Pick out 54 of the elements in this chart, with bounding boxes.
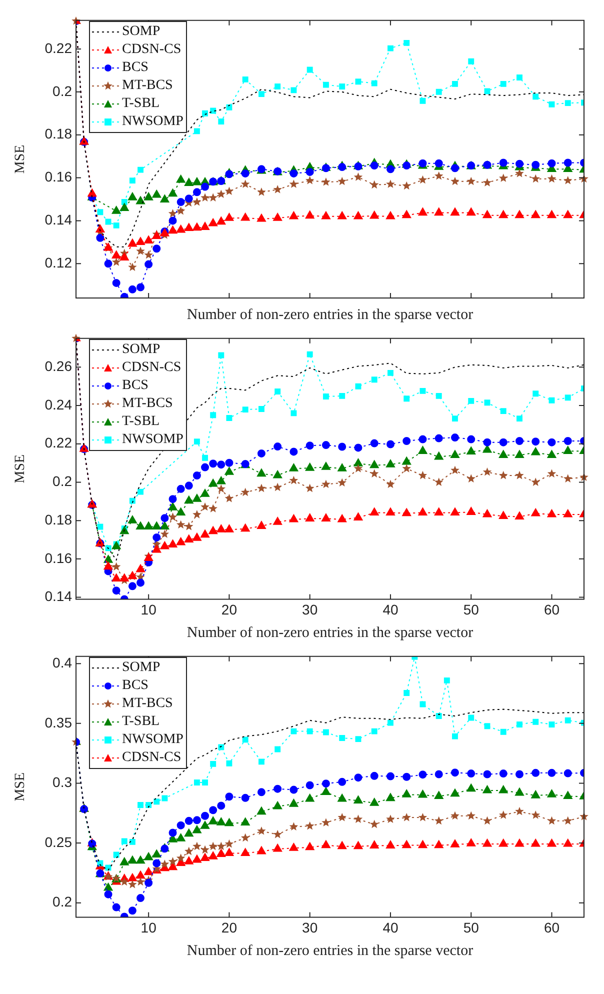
legend-label: MT-BCS [122,77,173,96]
legend-label: CDSN-CS [122,359,182,378]
legend-label: NWSOMP [122,113,184,132]
y-tick-label: 0.22 [44,40,72,56]
y-tick-label: 0.14 [44,588,72,604]
legend-label: MT-BCS [122,695,173,714]
y-tick-label: 0.35 [44,714,72,730]
y-tick-label: 0.14 [44,212,72,228]
x-axis-title: Number of non-zero entries in the sparse vector [186,942,474,959]
y-tick-label: 0.26 [44,358,72,374]
x-tick-label: 30 [302,601,318,618]
x-tick-label: 50 [463,601,480,618]
y-tick-label: 0.12 [44,254,72,271]
y-tick-label: 0.16 [44,550,72,566]
y-axis-title: MSE [13,144,28,174]
legend-label: BCS [122,59,148,78]
y-tick-label: 0.2 [52,473,72,490]
legend-label: T-SBL [122,713,160,732]
x-tick-label: 20 [221,919,238,936]
y-tick-label: 0.2 [52,82,72,99]
legend-label: SOMP [122,341,160,360]
legend-label: CDSN-CS [122,749,182,768]
x-tick-label: 10 [140,919,157,936]
x-tick-label: 40 [382,601,398,618]
y-tick-label: 0.24 [44,396,72,412]
legend-label: SOMP [122,23,160,42]
y-tick-label: 0.25 [44,834,72,850]
y-tick-label: 0.18 [44,126,72,142]
x-tick-label: 40 [382,919,398,936]
x-tick-label: 30 [302,919,318,936]
legend-label: MT-BCS [122,395,173,414]
legend-label: BCS [122,377,148,396]
y-tick-label: 0.2 [52,894,72,910]
legend-label: CDSN-CS [122,41,182,60]
legend-label: BCS [122,677,148,696]
y-tick-label: 0.16 [44,168,72,185]
x-tick-label: 60 [544,919,560,936]
x-tick-label: 20 [221,601,238,618]
x-tick-label: 50 [463,919,480,936]
legend-label: T-SBL [122,413,160,432]
legend-label: NWSOMP [122,431,184,450]
y-axis-title: MSE [13,772,28,802]
y-tick-label: 0.22 [44,434,72,451]
x-tick-label: 10 [140,601,157,618]
legend-label: T-SBL [122,95,160,114]
y-axis-title: MSE [13,454,28,484]
y-tick-label: 0.3 [52,774,72,790]
x-axis-title: Number of non-zero entries in the sparse vector [186,624,474,641]
y-tick-label: 0.18 [44,511,72,528]
x-tick-label: 60 [544,601,560,618]
legend-label: SOMP [122,659,160,678]
legend-label: NWSOMP [122,731,184,750]
y-tick-label: 0.4 [52,654,72,670]
x-axis-title: Number of non-zero entries in the sparse vector [186,306,474,323]
